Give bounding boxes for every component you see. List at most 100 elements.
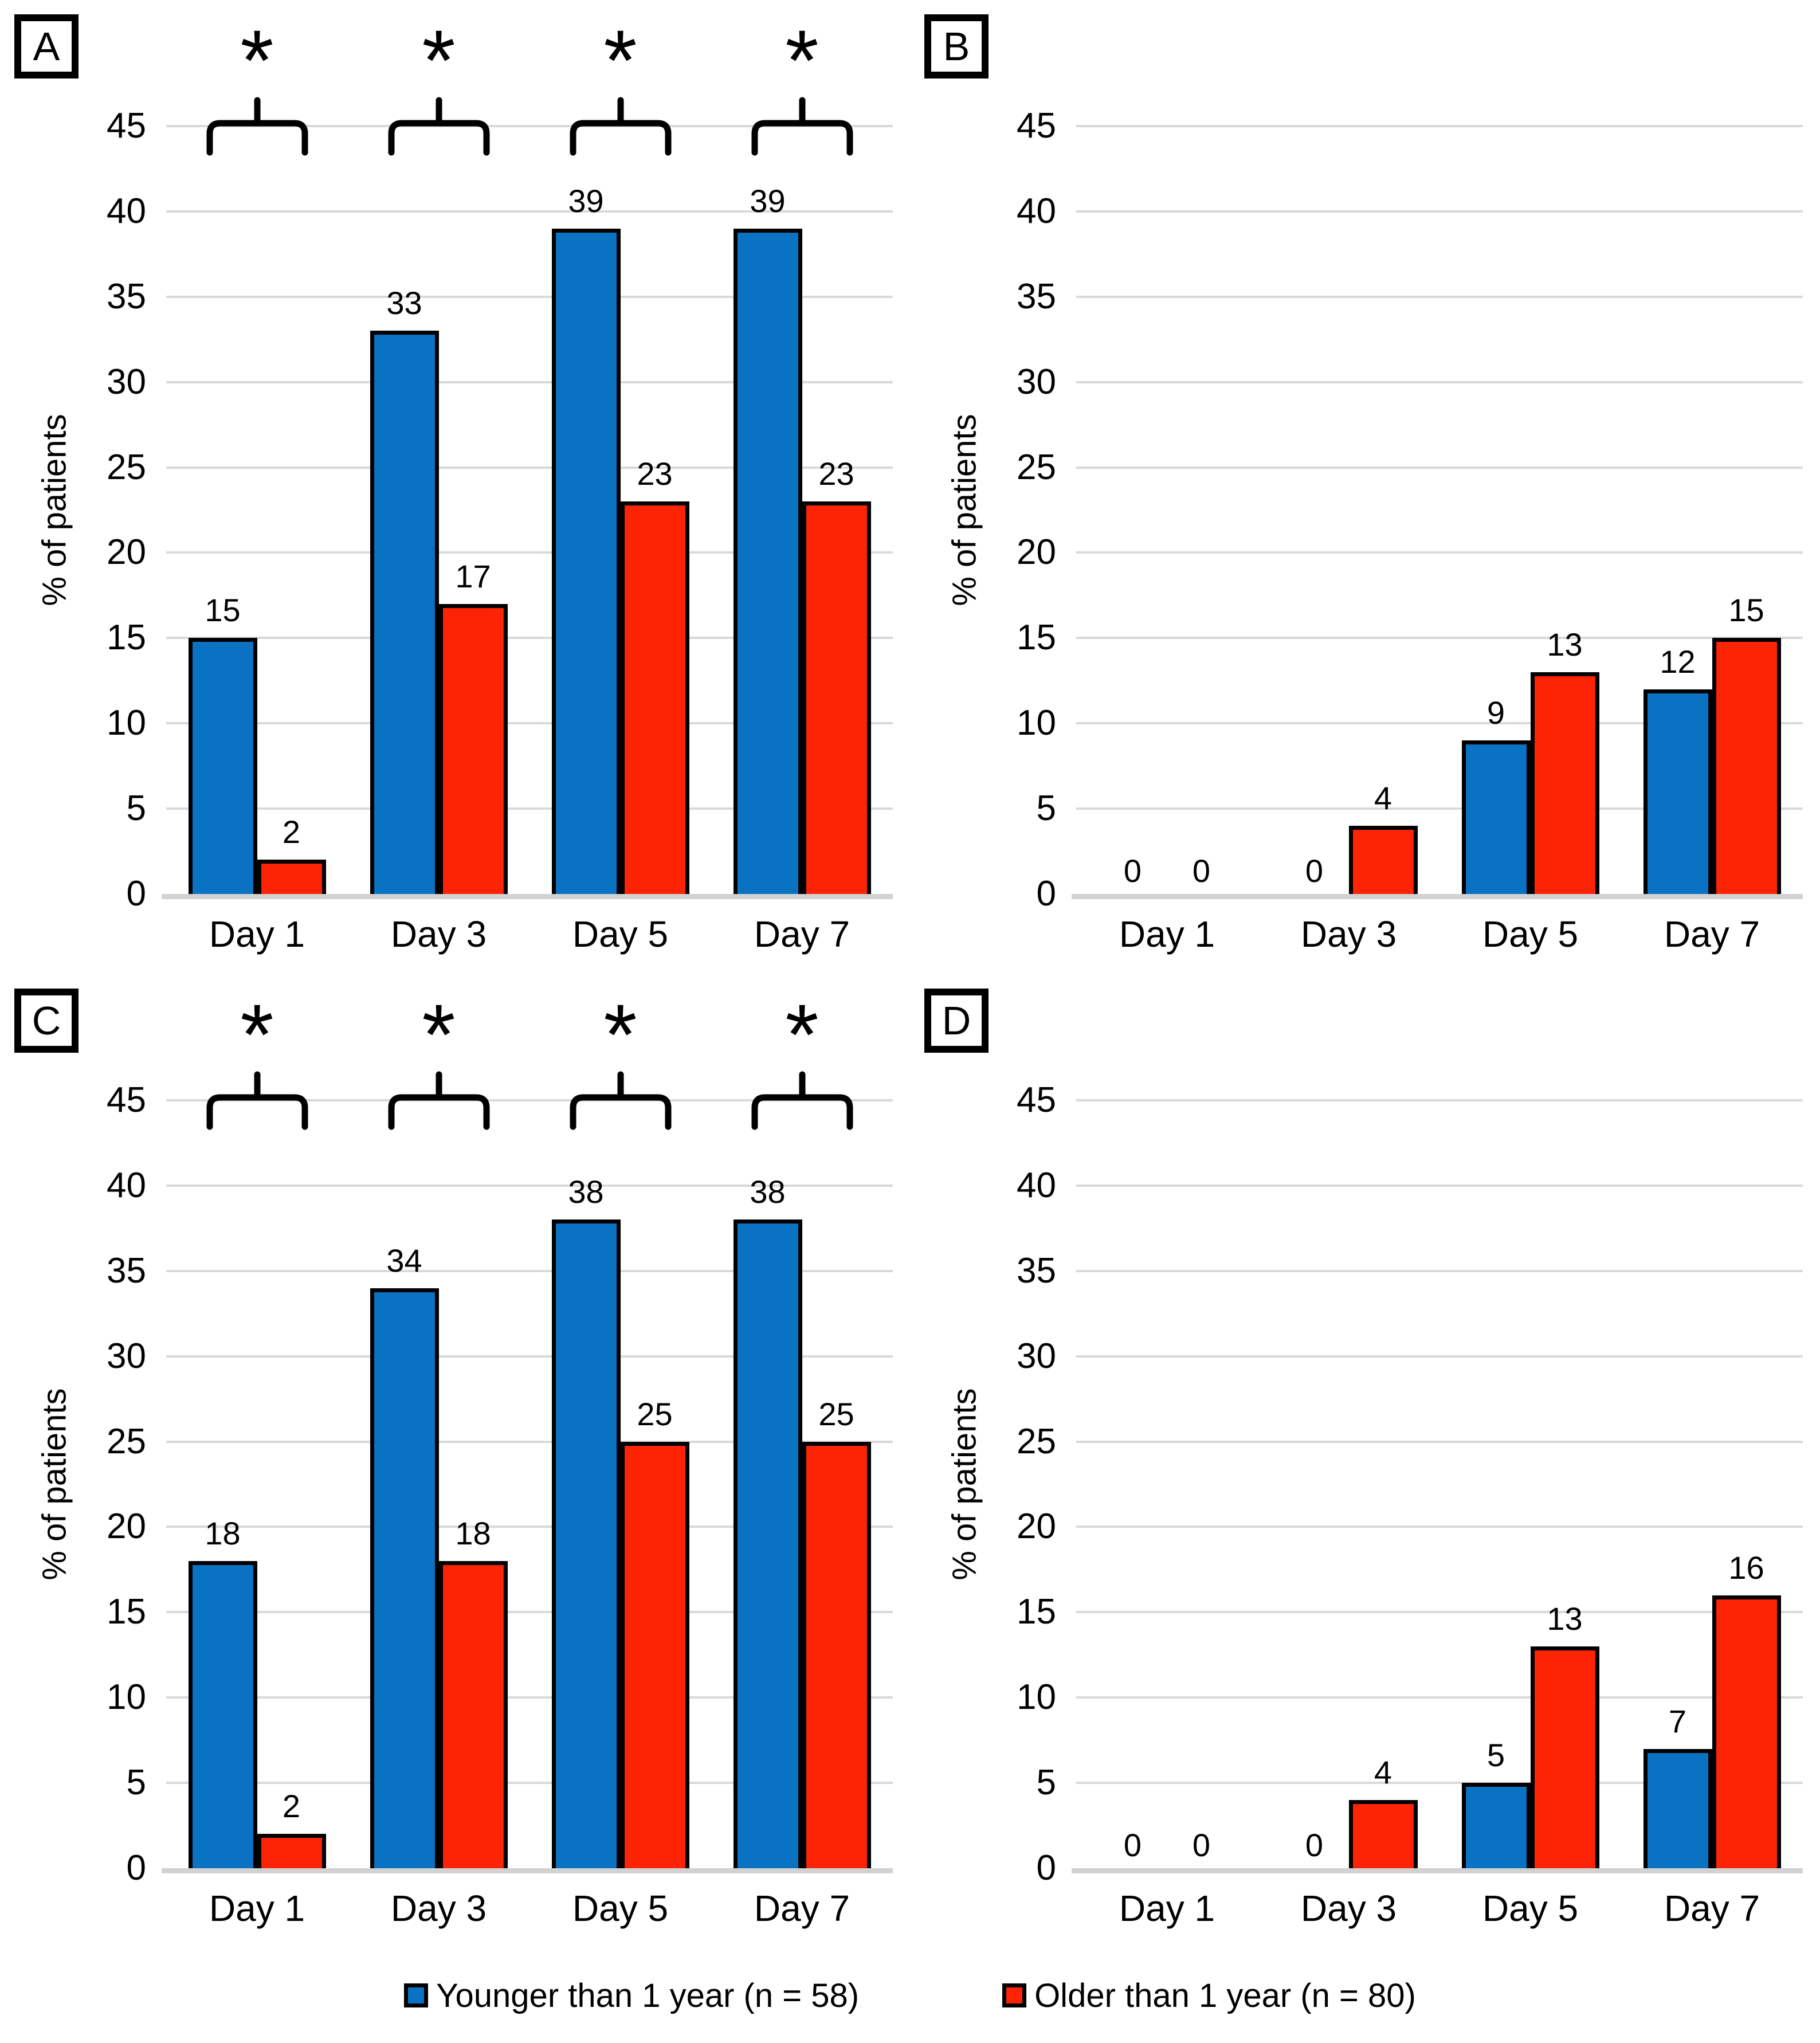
value-label: 0 xyxy=(1123,853,1142,889)
y-tick-label-0: 0 xyxy=(126,1848,146,1888)
significance-asterisk: * xyxy=(785,12,819,108)
y-tick-label-20: 20 xyxy=(107,1507,146,1547)
gridline-20 xyxy=(1076,551,1803,554)
gridline-30 xyxy=(1076,1355,1803,1358)
y-tick-label-15: 15 xyxy=(1017,1592,1056,1632)
gridline-40 xyxy=(166,210,893,213)
value-label: 38 xyxy=(568,1174,604,1210)
y-tick-label-40: 40 xyxy=(107,191,146,231)
x-axis-baseline xyxy=(1072,1868,1803,1873)
bar-younger-day-5 xyxy=(551,229,621,894)
x-category-label: Day 5 xyxy=(572,1888,669,1929)
y-tick-label-25: 25 xyxy=(107,447,146,487)
significance-bracket xyxy=(569,93,672,156)
gridline-25 xyxy=(1076,466,1803,469)
bar-younger-day-3 xyxy=(370,1288,439,1868)
y-tick-label-30: 30 xyxy=(1017,362,1056,402)
gridline-20 xyxy=(1076,1526,1803,1528)
legend-label-younger: Younger than 1 year (n = 58) xyxy=(436,1977,860,2014)
y-tick-label-45: 45 xyxy=(1017,106,1056,146)
value-label: 13 xyxy=(1547,626,1583,662)
value-label: 0 xyxy=(1192,1827,1211,1863)
y-tick-label-10: 10 xyxy=(1017,1677,1056,1717)
value-label: 38 xyxy=(750,1174,786,1210)
value-label: 4 xyxy=(1374,1754,1393,1790)
bar-older-day-3 xyxy=(1348,826,1418,894)
significance-bracket xyxy=(751,1068,854,1131)
gridline-5 xyxy=(1076,807,1803,810)
y-tick-label-30: 30 xyxy=(107,1336,146,1376)
x-category-label: Day 7 xyxy=(1664,1888,1760,1929)
panel-letter-c: C xyxy=(32,998,61,1043)
gridline-10 xyxy=(1076,722,1803,725)
value-label: 18 xyxy=(205,1515,241,1551)
gridline-45 xyxy=(1076,125,1803,127)
gridline-40 xyxy=(1076,1184,1803,1187)
gridline-5 xyxy=(166,807,893,810)
value-label: 25 xyxy=(637,1396,673,1432)
gridline-45 xyxy=(1076,1099,1803,1101)
value-label: 2 xyxy=(282,814,301,850)
gridline-15 xyxy=(1076,637,1803,640)
value-label: 0 xyxy=(1305,1827,1324,1863)
significance-bracket xyxy=(387,93,491,156)
panel-letter-box-b: B xyxy=(924,14,989,79)
bar-younger-day-1 xyxy=(188,638,257,894)
bar-older-day-5 xyxy=(620,501,689,894)
legend-label-older: Older than 1 year (n = 80) xyxy=(1034,1977,1416,2014)
y-tick-label-35: 35 xyxy=(1017,1250,1056,1291)
y-tick-label-35: 35 xyxy=(107,276,146,316)
x-axis-baseline xyxy=(162,1868,893,1873)
y-axis-title-c: % of patients xyxy=(36,1388,73,1581)
bar-older-day-3 xyxy=(438,604,508,894)
x-category-label: Day 5 xyxy=(572,913,669,955)
y-tick-label-25: 25 xyxy=(1017,1421,1056,1461)
value-label: 0 xyxy=(1123,1827,1142,1863)
value-label: 39 xyxy=(568,183,604,219)
panel-letter-box-c: C xyxy=(14,989,79,1053)
y-tick-label-40: 40 xyxy=(1017,1165,1056,1205)
legend-item-younger: Younger than 1 year (n = 58) xyxy=(404,1977,860,2014)
legend: Younger than 1 year (n = 58) Older than … xyxy=(0,1948,1820,2043)
significance-asterisk: * xyxy=(422,12,456,108)
x-category-label: Day 7 xyxy=(754,1888,850,1929)
y-tick-label-5: 5 xyxy=(126,789,146,829)
gridline-10 xyxy=(166,1696,893,1699)
significance-bracket xyxy=(569,1068,672,1131)
gridline-20 xyxy=(166,551,893,554)
gridline-15 xyxy=(166,1611,893,1614)
y-tick-label-5: 5 xyxy=(1036,789,1056,829)
value-label: 25 xyxy=(818,1396,854,1432)
significance-bracket xyxy=(751,93,854,156)
gridline-35 xyxy=(166,1269,893,1272)
bar-older-day-5 xyxy=(620,1442,689,1868)
gridline-20 xyxy=(166,1526,893,1528)
panel-letter-box-a: A xyxy=(14,14,79,79)
y-axis-title-b: % of patients xyxy=(946,414,983,606)
bar-older-day-5 xyxy=(1530,1646,1599,1868)
value-label: 12 xyxy=(1660,644,1696,680)
x-category-label: Day 7 xyxy=(1664,913,1760,955)
value-label: 23 xyxy=(637,456,673,492)
bar-older-day-1 xyxy=(257,860,326,894)
value-label: 9 xyxy=(1486,695,1505,731)
x-category-label: Day 5 xyxy=(1482,913,1579,955)
x-category-label: Day 1 xyxy=(209,1888,305,1929)
panel-letter-a: A xyxy=(33,24,60,69)
value-label: 34 xyxy=(386,1242,422,1279)
x-category-label: Day 3 xyxy=(1300,1888,1397,1929)
panel-A: A % of patients 0 5 10 15 20 25 30 35 40 45 Day 1 1… xyxy=(0,0,910,974)
significance-bracket xyxy=(206,93,309,156)
value-label: 0 xyxy=(1192,853,1211,889)
bar-older-day-1 xyxy=(257,1834,326,1868)
y-tick-label-25: 25 xyxy=(107,1421,146,1461)
bar-younger-day-5 xyxy=(1461,1783,1531,1868)
y-tick-label-30: 30 xyxy=(1017,1336,1056,1376)
significance-asterisk: * xyxy=(603,986,637,1083)
value-label: 2 xyxy=(282,1788,301,1824)
y-tick-label-40: 40 xyxy=(107,1165,146,1205)
x-category-label: Day 3 xyxy=(390,913,487,955)
y-tick-label-0: 0 xyxy=(126,874,146,913)
